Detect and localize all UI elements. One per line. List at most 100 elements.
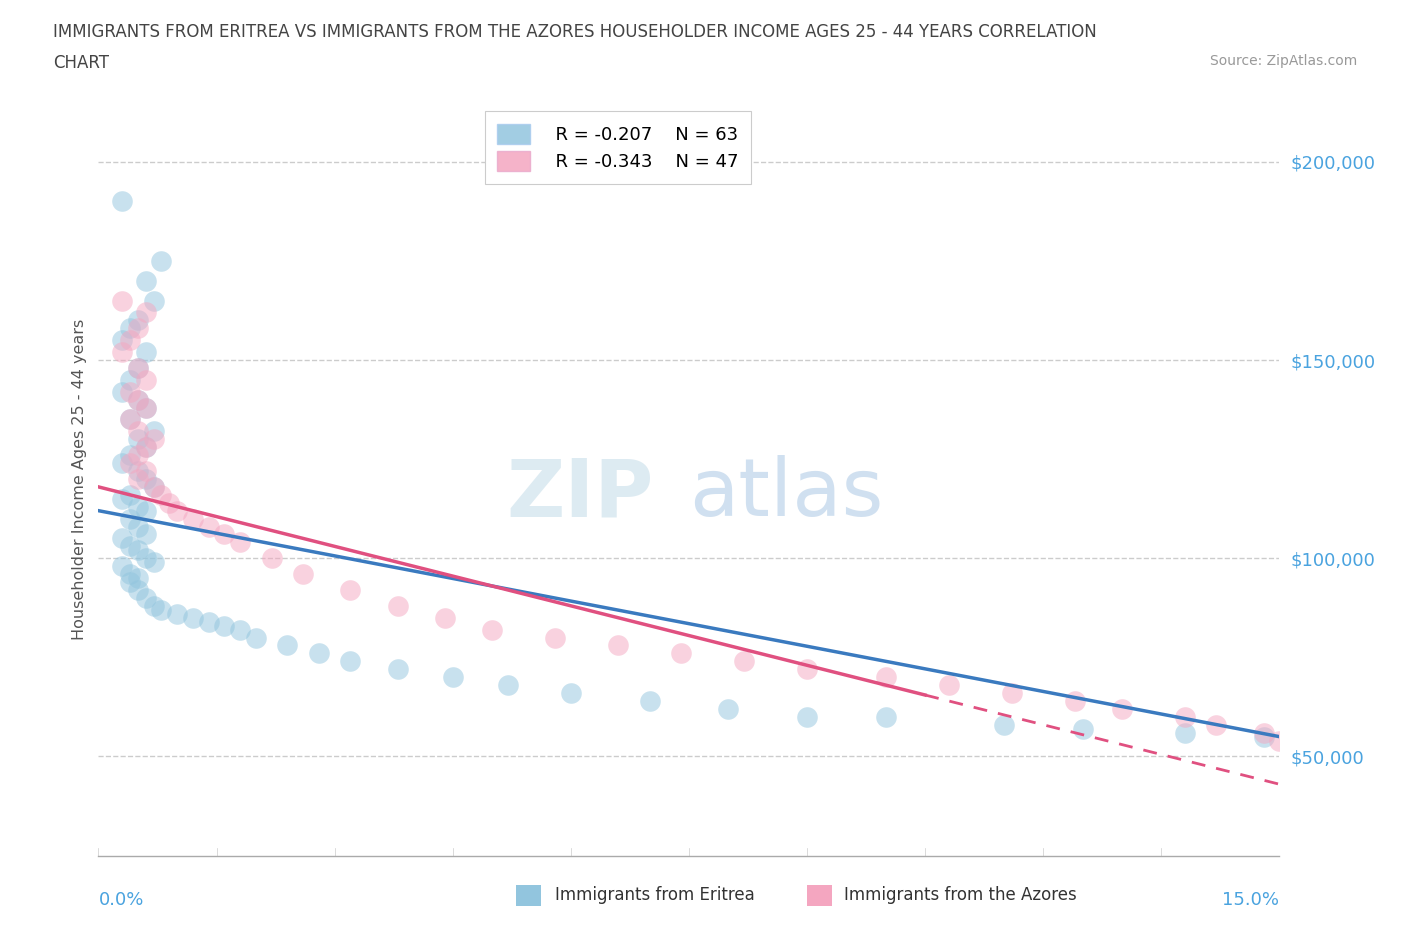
Point	[1174, 725, 1197, 740]
Point	[111, 384, 134, 399]
Point	[1111, 701, 1133, 716]
Point	[433, 610, 456, 625]
Point	[135, 440, 157, 455]
Point	[245, 631, 267, 645]
Point	[1253, 729, 1275, 744]
Legend:   R = -0.207    N = 63,   R = -0.343    N = 47: R = -0.207 N = 63, R = -0.343 N = 47	[485, 112, 751, 183]
Point	[260, 551, 283, 565]
Point	[142, 424, 165, 439]
Point	[127, 361, 149, 376]
Point	[875, 670, 897, 684]
Point	[441, 670, 464, 684]
Text: ZIP: ZIP	[506, 455, 654, 533]
Point	[150, 487, 173, 502]
Point	[638, 694, 661, 709]
Point	[127, 321, 149, 336]
Point	[229, 622, 252, 637]
Point	[796, 662, 818, 677]
Point	[142, 480, 165, 495]
Point	[127, 432, 149, 446]
Point	[229, 535, 252, 550]
Point	[111, 194, 134, 209]
Point	[150, 254, 173, 269]
Point	[127, 571, 149, 586]
Point	[111, 456, 134, 471]
Point	[1063, 694, 1085, 709]
Point	[135, 472, 157, 486]
Point	[1071, 722, 1094, 737]
Point	[1174, 710, 1197, 724]
Point	[166, 503, 188, 518]
Point	[181, 512, 204, 526]
Point	[135, 400, 157, 415]
Point	[197, 519, 219, 534]
Point	[111, 531, 134, 546]
Point	[127, 392, 149, 407]
Point	[118, 456, 141, 471]
Point	[135, 305, 157, 320]
Point	[135, 527, 157, 542]
Point	[938, 678, 960, 693]
Point	[1205, 717, 1227, 732]
Point	[181, 610, 204, 625]
Point	[166, 606, 188, 621]
Point	[993, 717, 1015, 732]
Point	[560, 685, 582, 700]
Point	[127, 499, 149, 514]
Point	[157, 496, 180, 511]
Point	[127, 519, 149, 534]
Point	[111, 345, 134, 360]
Point	[135, 503, 157, 518]
Point	[135, 345, 157, 360]
Text: IMMIGRANTS FROM ERITREA VS IMMIGRANTS FROM THE AZORES HOUSEHOLDER INCOME AGES 25: IMMIGRANTS FROM ERITREA VS IMMIGRANTS FR…	[53, 23, 1097, 41]
Point	[387, 598, 409, 613]
Point	[135, 551, 157, 565]
Text: CHART: CHART	[53, 54, 110, 72]
Point	[118, 412, 141, 427]
Point	[214, 618, 236, 633]
Point	[111, 559, 134, 574]
Point	[118, 512, 141, 526]
Point	[127, 312, 149, 327]
Text: Immigrants from Eritrea: Immigrants from Eritrea	[555, 885, 755, 904]
Point	[127, 424, 149, 439]
Point	[481, 622, 503, 637]
Point	[796, 710, 818, 724]
Point	[111, 293, 134, 308]
Point	[118, 333, 141, 348]
Text: Immigrants from the Azores: Immigrants from the Azores	[844, 885, 1077, 904]
Point	[339, 582, 361, 597]
Point	[150, 603, 173, 618]
Point	[142, 432, 165, 446]
Point	[669, 646, 692, 661]
Point	[135, 273, 157, 288]
Point	[875, 710, 897, 724]
Text: Source: ZipAtlas.com: Source: ZipAtlas.com	[1209, 54, 1357, 68]
Point	[142, 555, 165, 570]
Point	[1001, 685, 1024, 700]
Point	[111, 491, 134, 506]
Point	[135, 372, 157, 387]
Text: atlas: atlas	[689, 455, 883, 533]
Point	[127, 361, 149, 376]
Point	[118, 321, 141, 336]
Point	[111, 333, 134, 348]
Point	[118, 566, 141, 581]
Point	[292, 566, 315, 581]
Point	[127, 472, 149, 486]
Point	[142, 293, 165, 308]
Point	[733, 654, 755, 669]
Point	[607, 638, 630, 653]
Point	[127, 392, 149, 407]
Point	[1253, 725, 1275, 740]
Point	[118, 487, 141, 502]
Point	[127, 463, 149, 478]
Point	[276, 638, 298, 653]
Point	[127, 447, 149, 462]
Point	[118, 447, 141, 462]
Point	[135, 400, 157, 415]
Point	[308, 646, 330, 661]
Point	[118, 412, 141, 427]
Point	[118, 372, 141, 387]
Point	[135, 463, 157, 478]
